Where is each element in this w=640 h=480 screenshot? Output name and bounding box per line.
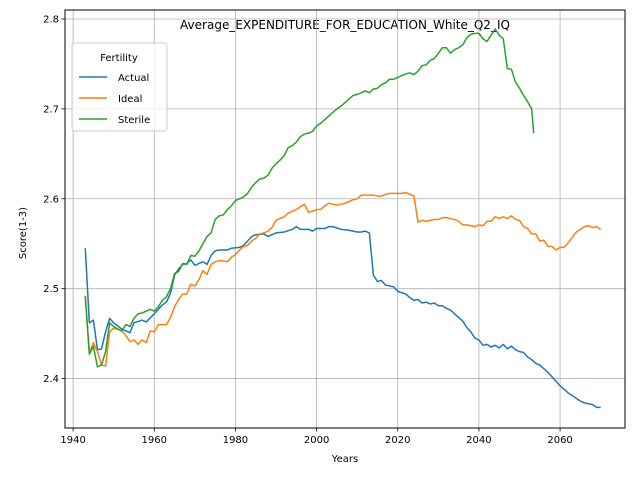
plot-frame	[64, 9, 626, 429]
x-axis-ticks: 1940 1960 1980 2000 2020 2040 2060	[60, 428, 573, 446]
y-axis-ticks: 2.4 2.5 2.6 2.7 2.8	[43, 14, 65, 385]
x-tick-label: 2060	[547, 435, 572, 446]
series-line-sterile	[84, 28, 535, 368]
series-layer	[84, 28, 602, 409]
chart-title: Average_EXPENDITURE_FOR_EDUCATION_White_…	[180, 18, 510, 32]
x-tick-label: 2020	[385, 435, 410, 446]
legend: Fertility Actual Ideal Sterile	[71, 42, 168, 132]
y-tick-label: 2.7	[43, 104, 59, 115]
series-line-actual	[84, 225, 601, 409]
x-tick-label: 1960	[142, 435, 167, 446]
y-tick-label: 2.6	[43, 194, 59, 205]
y-tick-label: 2.8	[43, 14, 59, 25]
y-tick-label: 2.5	[43, 284, 59, 295]
legend-title: Fertility	[100, 53, 138, 64]
x-tick-label: 1980	[223, 435, 248, 446]
series-line-ideal	[84, 191, 602, 367]
legend-items: Actual Ideal Sterile	[79, 73, 150, 126]
x-tick-label: 1940	[60, 435, 85, 446]
legend-label-actual: Actual	[118, 73, 149, 84]
y-tick-label: 2.4	[43, 374, 59, 385]
y-axis-label: Score(1-3)	[18, 207, 29, 259]
x-tick-label: 2000	[304, 435, 329, 446]
x-tick-label: 2040	[466, 435, 491, 446]
legend-label-ideal: Ideal	[118, 94, 142, 105]
legend-label-sterile: Sterile	[118, 115, 150, 126]
legend-box	[71, 42, 168, 132]
x-axis-label: Years	[331, 454, 358, 465]
